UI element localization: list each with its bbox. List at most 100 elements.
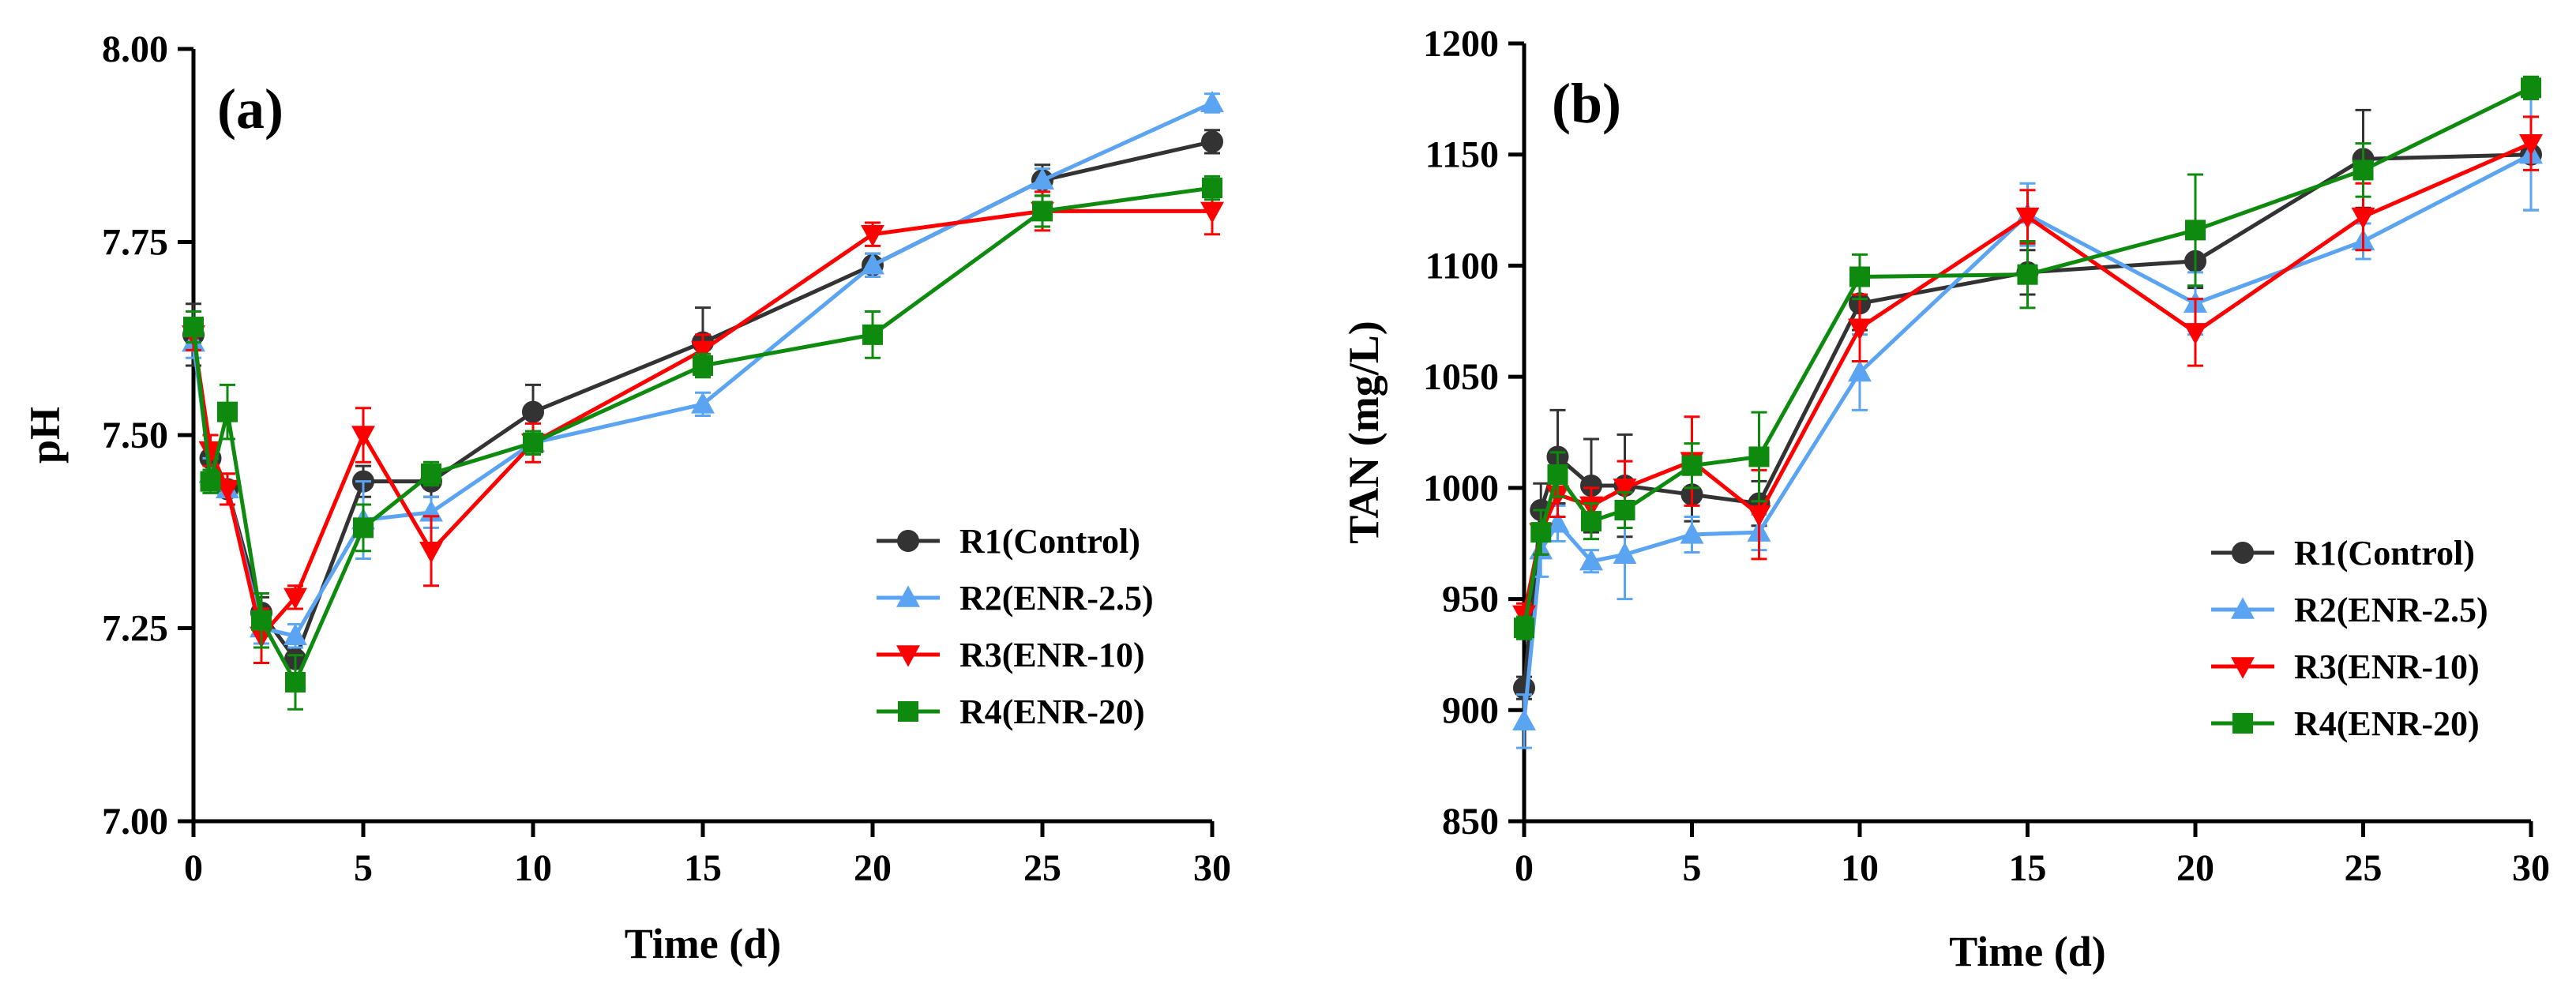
x-tick-label: 10 <box>514 847 552 889</box>
panel-label: (a) <box>217 77 284 141</box>
data-point <box>1614 500 1635 520</box>
data-point <box>1613 479 1637 501</box>
data-point <box>1032 201 1053 222</box>
series-r4-enr-20 <box>1514 75 2541 640</box>
data-point <box>693 355 713 376</box>
y-tick-label: 7.00 <box>102 801 168 843</box>
y-tick-label: 1000 <box>1423 467 1499 509</box>
x-axis-title: Time (d) <box>625 920 782 967</box>
data-point <box>861 225 884 247</box>
legend-marker <box>2231 657 2255 679</box>
panel-label: (b) <box>1552 72 1621 135</box>
data-point <box>2185 220 2206 241</box>
data-point <box>353 517 374 539</box>
legend-label: R1(Control) <box>959 522 1140 561</box>
chart-panel-a: 0 5 10 15 20 25 30 7.00 7.25 7.50 7.75 8.00 Time (d)… <box>21 28 1231 967</box>
data-point <box>2184 323 2207 345</box>
y-tick-label: 1150 <box>1425 134 1499 176</box>
data-point <box>1547 464 1568 485</box>
x-tick-label: 15 <box>2009 847 2047 889</box>
legend-marker <box>898 701 918 722</box>
data-point <box>862 324 883 345</box>
series-r4-enr-20 <box>183 175 1222 711</box>
data-point <box>2353 160 2374 181</box>
data-point <box>421 463 441 484</box>
y-axis-title: TAN (mg/L) <box>1340 321 1388 543</box>
y-axis-title: pH <box>21 407 69 464</box>
legend-label: R4(ENR-20) <box>959 693 1145 731</box>
x-tick-label: 0 <box>1515 847 1534 889</box>
data-point <box>2015 207 2040 230</box>
data-point <box>251 610 272 631</box>
y-tick-label: 1200 <box>1423 23 1499 65</box>
data-point <box>1680 522 1704 544</box>
legend-marker <box>2232 542 2254 564</box>
series-r2-enr-2-5 <box>1512 97 2543 749</box>
legend-label: R4(ENR-20) <box>2294 704 2480 743</box>
data-point <box>1200 201 1224 223</box>
legend-label: R3(ENR-10) <box>959 636 1145 674</box>
data-point <box>1581 511 1602 532</box>
data-point <box>1748 446 1770 467</box>
x-tick-label: 30 <box>2512 847 2550 889</box>
data-point <box>284 587 307 610</box>
series-line <box>191 208 1212 638</box>
series-line <box>191 186 1213 685</box>
legend-label: R3(ENR-10) <box>2294 648 2480 686</box>
legend-marker <box>2231 597 2255 619</box>
data-point <box>1545 511 1570 533</box>
y-tick-label: 8.00 <box>102 28 168 70</box>
y-tick-label: 950 <box>1442 579 1499 621</box>
legend-marker <box>897 530 919 552</box>
y-tick-label: 7.25 <box>102 608 168 650</box>
y-tick-label: 1050 <box>1423 356 1499 398</box>
data-point <box>2519 133 2543 156</box>
legend-marker <box>896 645 920 667</box>
data-point <box>1747 505 1771 527</box>
x-tick-label: 20 <box>854 847 892 889</box>
legend-label: R1(Control) <box>2294 534 2475 572</box>
y-tick-label: 7.75 <box>102 222 168 264</box>
data-point <box>200 471 221 492</box>
legend-label: R2(ENR-2.5) <box>959 579 1154 617</box>
data-point <box>285 671 306 693</box>
legend: R1(Control) R2(ENR-2.5) R3(ENR-10) R4(ENR-2… <box>877 522 1154 731</box>
x-tick-label: 25 <box>2345 847 2383 889</box>
data-point <box>1849 266 1870 287</box>
data-point <box>1031 167 1054 190</box>
y-tick-label: 850 <box>1442 801 1499 843</box>
data-point <box>1848 359 1872 382</box>
data-point <box>1202 178 1222 199</box>
x-tick-label: 0 <box>184 847 203 889</box>
data-point <box>216 479 239 502</box>
data-point <box>1201 130 1223 153</box>
x-tick-label: 10 <box>1841 847 1879 889</box>
data-point <box>1512 708 1536 731</box>
x-tick-label: 5 <box>354 847 373 889</box>
data-point <box>1514 617 1534 639</box>
data-point <box>284 623 307 645</box>
y-tick-label: 1100 <box>1425 245 1499 287</box>
data-point <box>351 426 375 448</box>
data-point <box>523 432 543 453</box>
y-tick-label: 7.50 <box>102 415 168 456</box>
data-point <box>2017 264 2038 285</box>
legend-label: R2(ENR-2.5) <box>2294 591 2488 629</box>
data-point <box>691 340 715 363</box>
data-point <box>691 392 715 414</box>
data-point <box>1848 318 1872 340</box>
x-tick-label: 20 <box>2176 847 2214 889</box>
legend: R1(Control) R2(ENR-2.5) R3(ENR-10) R4(ENR-2… <box>2211 534 2488 743</box>
x-tick-label: 15 <box>684 847 722 889</box>
data-point <box>2521 77 2541 99</box>
data-point <box>183 317 204 338</box>
data-point <box>419 542 443 564</box>
legend-marker <box>896 585 920 607</box>
legend-marker <box>2232 713 2253 734</box>
data-point <box>1530 522 1552 543</box>
x-axis-title: Time (d) <box>1949 928 2106 975</box>
data-point <box>522 400 544 423</box>
data-point <box>2351 207 2375 230</box>
data-point <box>1200 90 1224 113</box>
